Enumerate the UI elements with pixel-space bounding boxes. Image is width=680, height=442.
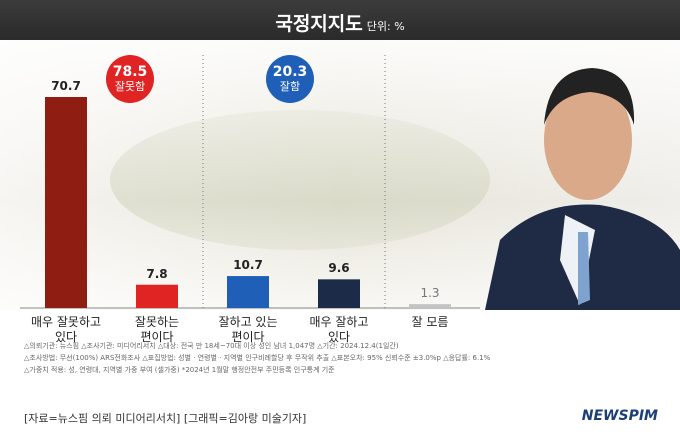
- bar: [227, 276, 269, 308]
- bar: [409, 304, 451, 308]
- value-label: 1.3: [420, 286, 440, 301]
- notes: △의뢰기관: 뉴스핌 △조사기관: 미디어리서치 △대상: 전국 만 18세~7…: [24, 340, 664, 376]
- source: [자료=뉴스핌 의뢰 미디어리서치] [그래픽=김아랑 미술기자]: [24, 412, 307, 425]
- title-text: 국정지지도: [275, 13, 363, 35]
- annotation-value: 20.3: [272, 64, 308, 80]
- category-label: 잘 모름: [411, 315, 449, 329]
- title-bar: 국정지지도 단위: %: [0, 0, 680, 40]
- annotation: 20.3 잘함: [266, 55, 314, 103]
- chart-title: 국정지지도 단위: %: [0, 9, 680, 36]
- annotation-label: 잘함: [279, 80, 301, 93]
- logo: NEWSPIM: [581, 408, 658, 424]
- portrait: [485, 68, 680, 310]
- note: △의뢰기관: 뉴스핌 △조사기관: 미디어리서치 △대상: 전국 만 18세~7…: [24, 342, 399, 350]
- note: △조사방법: 무선(100%) ARS전화조사 △표집방법: 성별 · 연령별 …: [24, 354, 491, 362]
- bar: [136, 284, 178, 308]
- annotation: 78.5 잘못함: [106, 55, 154, 103]
- category-label: 잘못하는 편이다: [134, 315, 180, 344]
- note: △가중치 적용: 성, 연령대, 지역별 가중 부여 (셀가중) *2024년 …: [24, 366, 335, 374]
- bar: [45, 97, 87, 308]
- value-label: 9.6: [328, 261, 350, 276]
- value-label: 10.7: [233, 258, 263, 273]
- unit: 단위: %: [366, 20, 405, 33]
- bar: [318, 279, 360, 308]
- category-label: 매우 잘하고 있다: [309, 315, 369, 344]
- category-label: 잘하고 있는 편이다: [218, 315, 278, 344]
- category-label: 매우 잘못하고 있다: [30, 315, 102, 344]
- annotation-label: 잘못함: [114, 80, 146, 93]
- annotation-value: 78.5: [112, 64, 148, 80]
- value-label: 70.7: [51, 79, 81, 93]
- value-label: 7.8: [146, 266, 168, 281]
